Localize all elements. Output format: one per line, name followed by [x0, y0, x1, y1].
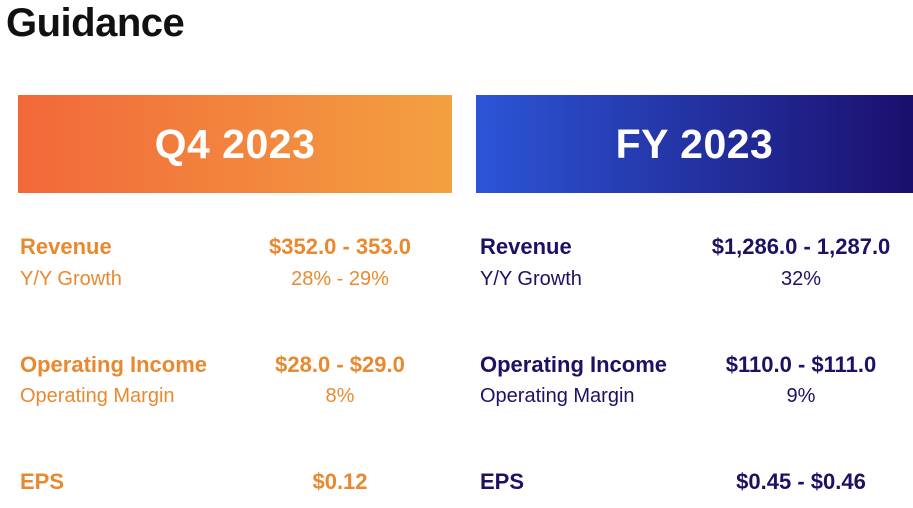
fy-operating-income-value: $110.0 - $111.0 — [725, 352, 877, 377]
page-title: Guidance — [6, 1, 185, 45]
q4-operating-income-label: Operating Income — [20, 352, 208, 377]
q4-growth-value: 28% - 29% — [291, 268, 389, 290]
decorative-tick — [909, 142, 913, 144]
q4-growth-label: Y/Y Growth — [20, 268, 122, 290]
fy-operating-margin-label: Operating Margin — [480, 385, 635, 407]
fy-header-label: FY 2023 — [615, 120, 774, 167]
fy-header-banner: FY 2023 — [476, 95, 913, 193]
fy-operating-margin-value: 9% — [786, 385, 816, 407]
fy-eps-value: $0.45 - $0.46 — [736, 469, 866, 494]
q4-header-label: Q4 2023 — [154, 120, 316, 167]
q4-operating-margin-label: Operating Margin — [20, 385, 175, 407]
fy-revenue-label: Revenue — [480, 234, 572, 259]
fy-eps-label: EPS — [480, 469, 525, 494]
q4-eps-label: EPS — [20, 469, 65, 494]
q4-header-banner: Q4 2023 — [18, 95, 452, 193]
fy-growth-label: Y/Y Growth — [480, 268, 582, 290]
q4-revenue-value: $352.0 - 353.0 — [269, 234, 411, 259]
q4-revenue-label: Revenue — [20, 234, 112, 259]
q4-operating-margin-value: 8% — [325, 385, 355, 407]
fy-operating-income-label: Operating Income — [480, 352, 668, 377]
q4-eps-value: $0.12 — [312, 469, 368, 494]
fy-growth-value: 32% — [780, 268, 822, 290]
q4-operating-income-value: $28.0 - $29.0 — [275, 352, 405, 377]
fy-revenue-value: $1,286.0 - 1,287.0 — [711, 234, 891, 259]
